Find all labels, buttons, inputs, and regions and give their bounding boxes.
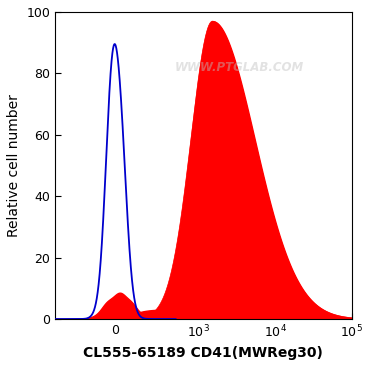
X-axis label: CL555-65189 CD41(MWReg30): CL555-65189 CD41(MWReg30) <box>84 346 323 360</box>
Y-axis label: Relative cell number: Relative cell number <box>7 94 21 237</box>
Text: WWW.PTGLAB.COM: WWW.PTGLAB.COM <box>174 61 304 74</box>
